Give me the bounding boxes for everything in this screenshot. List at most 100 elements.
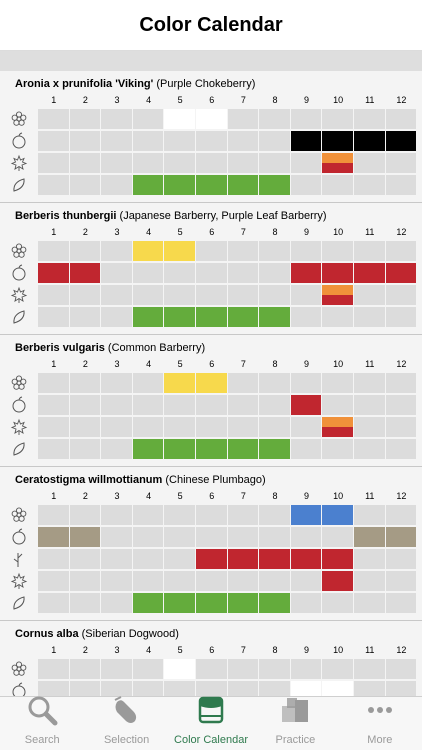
plant-card[interactable]: Cornus alba (Siberian Dogwood) 1 2 3 4 5 6 7 8 9 1… — [0, 621, 422, 697]
calendar-cell — [385, 527, 418, 547]
calendar-cell — [290, 439, 323, 459]
calendar-cell — [132, 571, 165, 591]
calendar-cell — [353, 659, 386, 679]
calendar-cell — [69, 593, 102, 613]
calendar-cell — [290, 373, 323, 393]
calendar-cell — [195, 527, 228, 547]
calendar-cell — [101, 659, 133, 679]
calendar-cell — [164, 681, 196, 697]
calendar-cell — [132, 175, 165, 195]
calendar-cell — [322, 307, 354, 327]
calendar-cell — [38, 109, 70, 129]
calendar-cell — [385, 131, 418, 151]
month-label: 11 — [365, 227, 375, 237]
calendar-cell — [38, 681, 70, 697]
month-header: 1 2 3 4 5 6 7 8 9 10 11 12 — [38, 93, 422, 108]
calendar-cell — [101, 571, 133, 591]
month-label: 11 — [365, 359, 375, 369]
tab-color-calendar[interactable]: Color Calendar — [169, 696, 253, 750]
calendar-row — [0, 152, 422, 174]
calendar-cell — [353, 307, 386, 327]
plant-latin-name: Cornus alba — [15, 628, 79, 640]
calendar-cell — [385, 593, 418, 613]
calendar-cell — [101, 395, 133, 415]
calendar-cell — [290, 285, 323, 305]
calendar-cell — [195, 681, 228, 697]
month-label: 5 — [177, 645, 183, 655]
fruit-icon — [0, 130, 38, 152]
calendar-cell — [227, 681, 260, 697]
tab-more[interactable]: More — [338, 697, 422, 750]
plant-name: Cornus alba (Siberian Dogwood) — [0, 624, 422, 643]
calendar-cell — [164, 439, 196, 459]
calendar-cell — [385, 153, 418, 173]
month-label: 2 — [82, 645, 88, 655]
calendar-cell — [69, 373, 102, 393]
calendar-cell — [195, 417, 228, 437]
plant-card[interactable]: Aronia x prunifolia 'Viking' (Purple Cho… — [0, 71, 422, 203]
more-icon — [364, 694, 396, 731]
calendar-cell — [290, 681, 323, 697]
cubes-icon — [279, 694, 311, 731]
plant-card[interactable]: Berberis vulgaris (Common Barberry) 1 2 3 4 5… — [0, 335, 422, 467]
calendar-cell — [322, 505, 354, 525]
tab-label: Search — [24, 734, 60, 746]
leaf-icon — [0, 438, 38, 460]
stem-icon — [0, 548, 38, 570]
month-label: 8 — [272, 359, 278, 369]
calendar-cell — [38, 505, 70, 525]
calendar-cell — [322, 417, 354, 437]
tab-selection[interactable]: Selection — [84, 696, 168, 750]
month-label: 1 — [51, 95, 57, 105]
calendar-cell — [69, 175, 102, 195]
tab-search[interactable]: Search — [0, 696, 84, 750]
month-label: 9 — [304, 491, 310, 501]
calendar-cell — [227, 571, 260, 591]
plant-name: Ceratostigma willmottianum (Chinese Plum… — [0, 470, 422, 489]
tab-bar: Search Selection Color Calendar Practice Mor… — [0, 696, 422, 750]
plant-card[interactable]: Berberis thunbergii (Japanese Barberry, … — [0, 203, 422, 335]
calendar-cell — [164, 527, 196, 547]
calendar-cell — [322, 373, 354, 393]
month-label: 9 — [304, 227, 310, 237]
calendar-cell — [38, 263, 70, 283]
month-header: 1 2 3 4 5 6 7 8 9 10 11 12 — [38, 643, 422, 658]
calendar-cell — [290, 417, 323, 437]
calendar-cell — [227, 307, 260, 327]
plant-card[interactable]: Ceratostigma willmottianum (Chinese Plum… — [0, 467, 422, 621]
month-label: 10 — [333, 645, 344, 655]
month-label: 1 — [51, 359, 57, 369]
calendar-cell — [38, 131, 70, 151]
calendar-cell — [101, 417, 133, 437]
calendar-cell — [322, 593, 354, 613]
plant-common-name: (Common Barberry) — [104, 342, 206, 354]
calendar-cell — [101, 109, 133, 129]
month-label: 5 — [177, 95, 183, 105]
calendar-row — [0, 284, 422, 306]
calendar-cell — [353, 439, 386, 459]
calendar-cell — [69, 395, 102, 415]
tab-label: More — [367, 734, 393, 746]
calendar-cell — [259, 439, 291, 459]
calendar-cell — [69, 263, 102, 283]
month-label: 10 — [333, 491, 344, 501]
plant-list[interactable]: Aronia x prunifolia 'Viking' (Purple Cho… — [0, 71, 422, 697]
calendar-cell — [259, 417, 291, 437]
leaf-icon — [0, 592, 38, 614]
month-header: 1 2 3 4 5 6 7 8 9 10 11 12 — [38, 225, 422, 240]
plant-common-name: (Purple Chokeberry) — [153, 78, 256, 90]
flower-icon — [0, 658, 38, 680]
month-label: 2 — [82, 227, 88, 237]
calendar-cell — [132, 131, 165, 151]
calendar-cell — [227, 263, 260, 283]
month-label: 2 — [82, 95, 88, 105]
calendar-cell — [290, 175, 323, 195]
calendar-cell — [227, 505, 260, 525]
calendar-cell — [69, 527, 102, 547]
month-label: 1 — [51, 491, 57, 501]
leaf-icon — [0, 306, 38, 328]
calendar-cell — [195, 659, 228, 679]
tab-practice[interactable]: Practice — [253, 697, 337, 750]
calendar-cell — [227, 549, 260, 569]
calendar-cell — [38, 527, 70, 547]
